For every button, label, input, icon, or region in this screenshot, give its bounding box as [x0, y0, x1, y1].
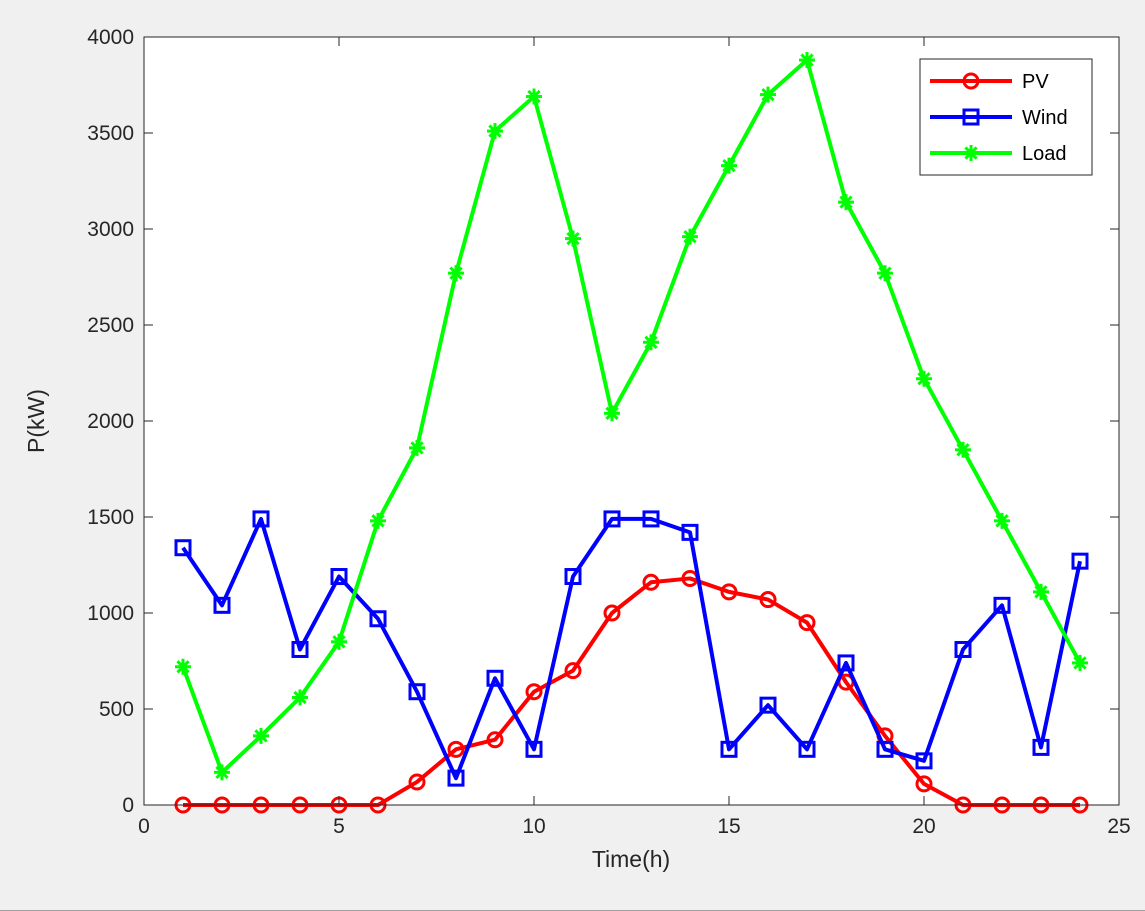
x-tick-label: 25 — [1107, 815, 1130, 838]
data-point-circle — [525, 683, 543, 701]
data-point-square — [174, 539, 192, 557]
data-point-square — [291, 640, 309, 658]
data-point-square — [759, 696, 777, 714]
data-point-star — [1033, 583, 1049, 600]
data-point-square — [525, 740, 543, 758]
data-point-star — [448, 265, 464, 282]
data-point-star — [682, 228, 698, 245]
legend-label: Load — [1022, 143, 1067, 165]
legend-item-wind: Wind — [930, 107, 1068, 129]
y-tick-label: 2000 — [87, 410, 134, 433]
data-point-star — [604, 405, 620, 422]
data-point-star — [838, 194, 854, 211]
data-point-circle — [408, 773, 426, 791]
data-point-star — [721, 157, 737, 174]
data-point-star — [916, 370, 932, 387]
x-tick-label: 5 — [333, 815, 345, 838]
series-line — [181, 516, 1082, 781]
legend-label: PV — [1022, 71, 1049, 93]
data-point-square — [603, 510, 621, 528]
data-point-square — [1032, 738, 1050, 756]
x-tick-label: 0 — [138, 815, 150, 838]
series-line — [181, 58, 1082, 775]
data-point-square — [876, 740, 894, 758]
y-tick-label: 4000 — [87, 26, 134, 49]
data-point-star — [487, 123, 503, 140]
data-point-square — [369, 610, 387, 628]
data-point-star — [760, 86, 776, 103]
data-point-square — [486, 669, 504, 687]
axes-layer: 0 5 10 15 20 25 0 500 1000 1500 2000 2500 3000 3500 40… — [87, 26, 1130, 838]
series-wind — [174, 510, 1089, 787]
data-point-star — [643, 334, 659, 351]
data-point-circle — [759, 591, 777, 609]
y-tick-label: 0 — [122, 794, 134, 817]
data-point-star — [963, 145, 979, 161]
legend-label: Wind — [1022, 107, 1068, 129]
data-point-square — [954, 640, 972, 658]
data-point-star — [292, 689, 308, 706]
y-axis-label: P(kW) — [23, 389, 49, 453]
data-point-star — [994, 512, 1010, 529]
data-point-circle — [642, 573, 660, 591]
data-point-circle — [447, 740, 465, 758]
data-point-circle — [962, 72, 980, 90]
data-point-square — [915, 752, 933, 770]
y-tick-label: 1500 — [87, 506, 134, 529]
data-point-square — [720, 740, 738, 758]
data-point-circle — [720, 583, 738, 601]
data-point-star — [214, 764, 230, 781]
series-load — [175, 52, 1088, 781]
y-tick-label: 3500 — [87, 122, 134, 145]
data-point-star — [175, 658, 191, 675]
data-point-square — [798, 740, 816, 758]
y-tick-label: 3000 — [87, 218, 134, 241]
data-point-circle — [603, 604, 621, 622]
data-point-circle — [486, 731, 504, 749]
data-point-star — [370, 512, 386, 529]
data-point-square — [447, 769, 465, 787]
data-point-square — [564, 568, 582, 586]
data-point-square — [642, 510, 660, 528]
data-point-square — [252, 510, 270, 528]
data-point-star — [253, 727, 269, 744]
data-point-circle — [798, 614, 816, 632]
data-point-star — [565, 230, 581, 247]
legend: PV Wind Load — [919, 58, 1093, 176]
x-tick-label: 10 — [522, 815, 545, 838]
data-point-star — [1072, 654, 1088, 671]
data-point-square — [213, 596, 231, 614]
legend-item-load: Load — [930, 143, 1067, 165]
data-point-circle — [564, 662, 582, 680]
data-point-star — [409, 439, 425, 456]
x-tick-label: 20 — [912, 815, 935, 838]
data-point-circle — [915, 775, 933, 793]
y-tick-label: 1000 — [87, 602, 134, 625]
data-point-square — [681, 523, 699, 541]
y-tick-label: 500 — [99, 698, 134, 721]
data-point-square — [993, 596, 1011, 614]
data-point-star — [331, 633, 347, 650]
x-axis-label: Time(h) — [592, 846, 670, 872]
data-point-star — [799, 52, 815, 69]
data-point-square — [330, 568, 348, 586]
data-point-square — [1071, 552, 1089, 570]
data-point-square — [837, 654, 855, 672]
x-tick-label: 15 — [717, 815, 740, 838]
legend-item-pv: PV — [930, 71, 1049, 93]
data-point-square — [962, 108, 980, 126]
data-point-star — [877, 265, 893, 282]
data-point-star — [526, 88, 542, 105]
data-point-star — [955, 441, 971, 458]
data-point-square — [408, 683, 426, 701]
y-tick-label: 2500 — [87, 314, 134, 337]
